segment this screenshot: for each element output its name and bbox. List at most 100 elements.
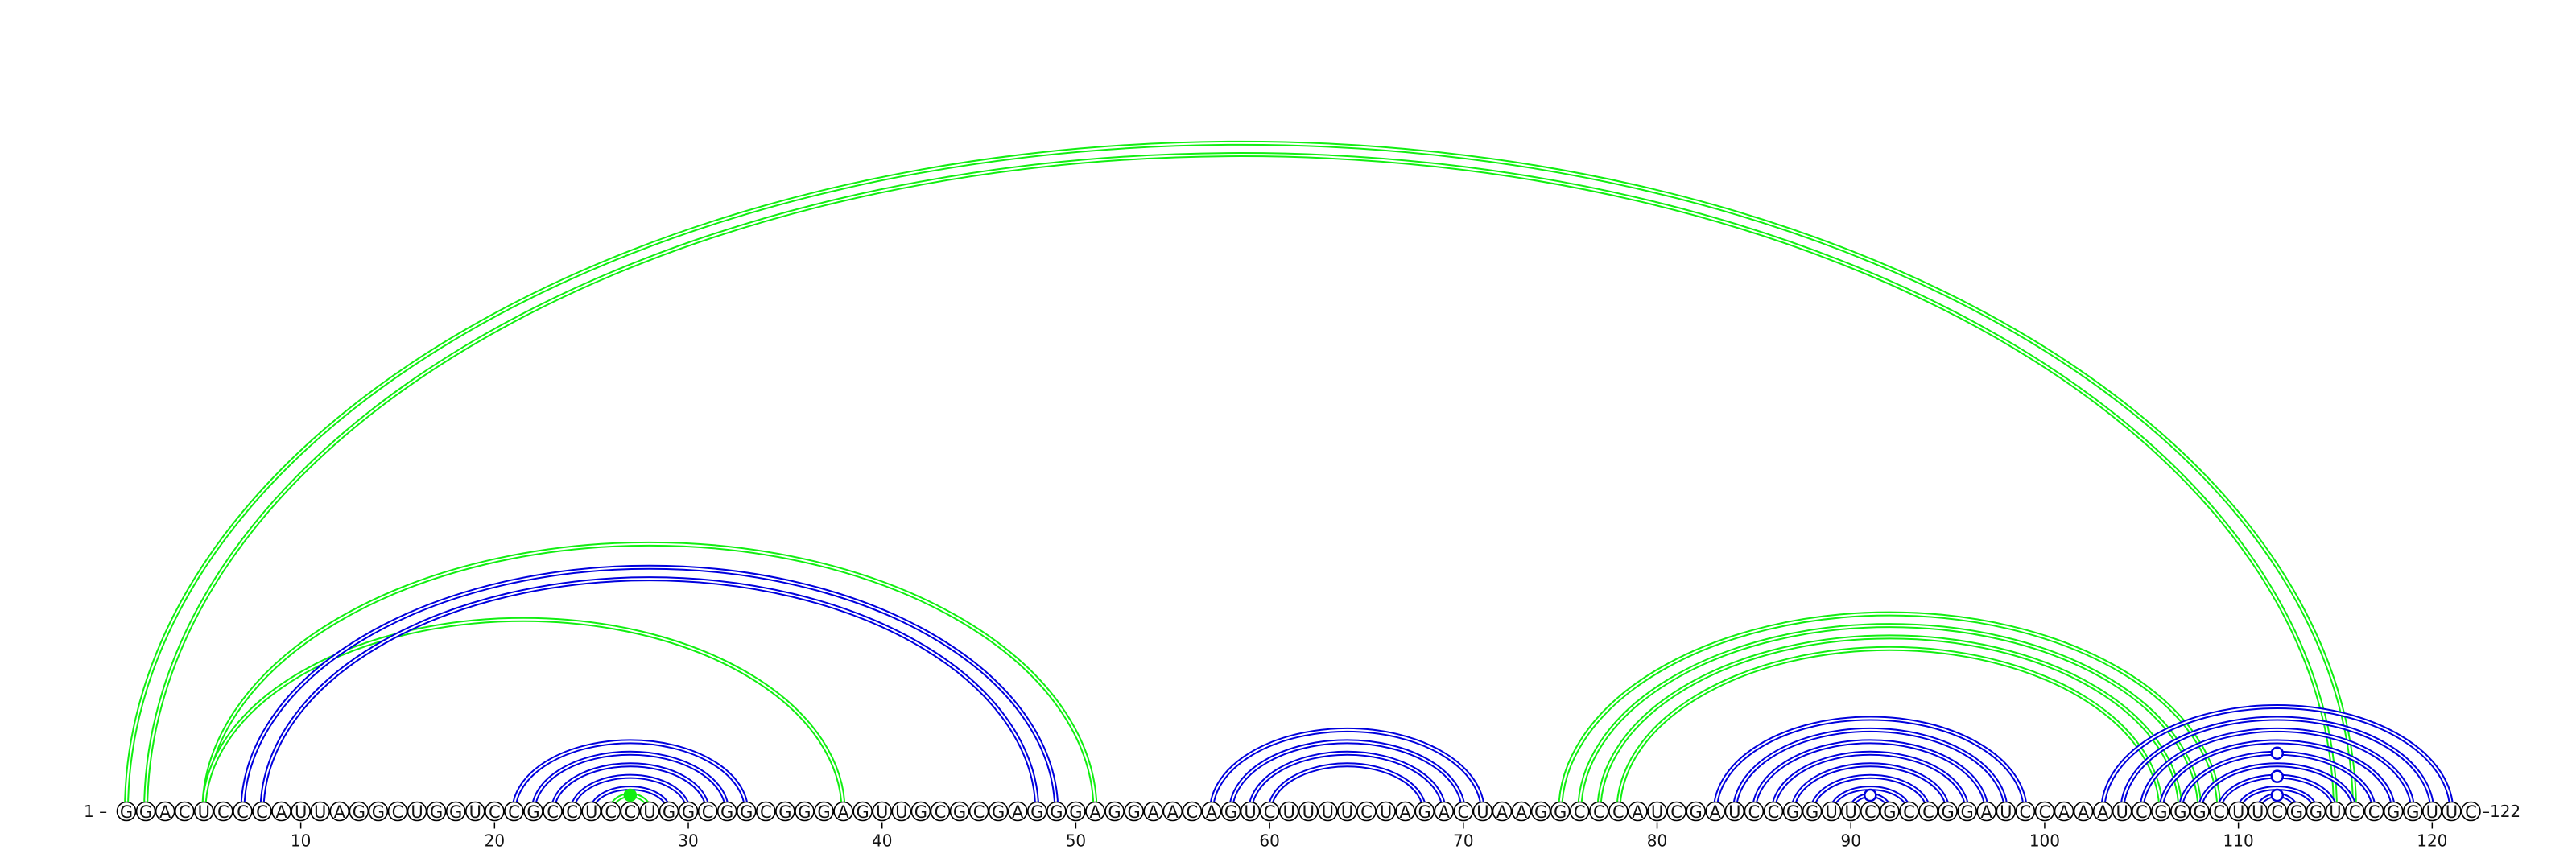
svg-text:C: C: [1864, 802, 1876, 822]
position-tick: 70: [1453, 822, 1474, 851]
nucleotide: C: [1589, 801, 1609, 822]
svg-text:G: G: [1786, 802, 1799, 822]
position-tick: 100: [2029, 822, 2060, 851]
nucleotide: G: [2190, 801, 2210, 822]
svg-text:U: U: [411, 802, 423, 822]
nucleotide: C: [2034, 801, 2055, 822]
nucleotide: U: [2422, 801, 2442, 822]
svg-text:C: C: [2465, 802, 2477, 822]
svg-text:G: G: [778, 802, 791, 822]
svg-text:G: G: [1224, 802, 1237, 822]
svg-text:U: U: [198, 802, 210, 822]
svg-text:G: G: [139, 802, 152, 822]
nucleotide: G: [1957, 801, 1977, 822]
svg-text:C: C: [1670, 802, 1682, 822]
svg-text:U: U: [1728, 802, 1740, 822]
nucleotide: A: [2092, 801, 2113, 822]
nucleotide: A: [1434, 801, 1455, 822]
nucleotide: G: [1220, 801, 1241, 822]
svg-text:G: G: [2193, 802, 2206, 822]
svg-text:C: C: [1187, 802, 1199, 822]
nucleotide: G: [775, 801, 795, 822]
svg-text:C: C: [973, 802, 985, 822]
nucleotide: G: [2383, 801, 2404, 822]
svg-text:C: C: [1612, 802, 1624, 822]
base-pair-arc: [550, 762, 711, 812]
svg-text:110: 110: [2223, 831, 2254, 851]
nucleotide: G: [1104, 801, 1125, 822]
nucleotide: C: [2267, 801, 2288, 822]
nucleotide: U: [872, 801, 893, 822]
nucleotide: C: [1569, 801, 1590, 822]
nucleotide: G: [1046, 801, 1067, 822]
svg-text:U: U: [2426, 802, 2438, 822]
svg-text:A: A: [1981, 802, 1993, 822]
svg-text:U: U: [1476, 802, 1488, 822]
position-tick: 60: [1259, 822, 1280, 851]
nucleotide: U: [310, 801, 331, 822]
nucleotide: G: [445, 801, 466, 822]
svg-text:A: A: [837, 802, 849, 822]
position-tick: 120: [2417, 822, 2447, 851]
svg-text:C: C: [2368, 802, 2380, 822]
base-pair-arc: [1248, 750, 1447, 812]
svg-text:U: U: [585, 802, 597, 822]
svg-text:G: G: [720, 802, 733, 822]
base-pair-arc: [588, 786, 671, 812]
base-pair-arc: [511, 739, 749, 812]
nucleotide: C: [697, 801, 718, 822]
nucleotide: A: [1007, 801, 1028, 822]
svg-text:A: A: [1148, 802, 1160, 822]
svg-text:A: A: [1399, 802, 1411, 822]
svg-text:G: G: [1961, 802, 1974, 822]
nucleotide: A: [1162, 801, 1183, 822]
nucleotide: C: [2209, 801, 2229, 822]
arc-markers: [623, 746, 2285, 802]
base-pair-arc: [1577, 622, 2202, 812]
svg-text:G: G: [857, 802, 869, 822]
nucleotide: G: [1880, 801, 1900, 822]
nucleotide: G: [852, 801, 873, 822]
svg-text:C: C: [489, 802, 501, 822]
svg-text:C: C: [2039, 802, 2051, 822]
nucleotide: C: [2344, 801, 2365, 822]
nucleotide: U: [891, 801, 912, 822]
svg-text:C: C: [760, 802, 772, 822]
svg-text:10: 10: [291, 831, 311, 851]
arc-apex-marker: [1864, 788, 1877, 802]
svg-text:C: C: [2349, 802, 2361, 822]
nucleotide: U: [2325, 801, 2346, 822]
nucleotide: A: [2073, 801, 2094, 822]
base-pair-arc: [259, 576, 1040, 812]
svg-text:A: A: [1089, 802, 1101, 822]
svg-text:U: U: [2252, 802, 2264, 822]
nucleotide: A: [1976, 801, 1997, 822]
svg-text:G: G: [992, 802, 1005, 822]
base-pair-arc: [1228, 739, 1466, 812]
svg-text:G: G: [1534, 802, 1547, 822]
nucleotide: C: [543, 801, 563, 822]
svg-text:G: G: [1554, 802, 1567, 822]
position-tick: 20: [485, 822, 505, 851]
svg-text:U: U: [1302, 802, 1315, 822]
nucleotide: C: [1259, 801, 1280, 822]
nucleotide: G: [988, 801, 1009, 822]
svg-text:G: G: [1883, 802, 1896, 822]
svg-text:G: G: [2174, 802, 2186, 822]
svg-text:U: U: [1341, 802, 1353, 822]
svg-text:C: C: [2271, 802, 2283, 822]
nucleotide: C: [485, 801, 505, 822]
nucleotide: A: [329, 801, 350, 822]
nucleotide: C: [930, 801, 951, 822]
svg-text:G: G: [526, 802, 539, 822]
svg-text:G: G: [798, 802, 811, 822]
svg-text:G: G: [2310, 802, 2322, 822]
nucleotide: G: [1802, 801, 1823, 822]
nucleotide: G: [1686, 801, 1706, 822]
svg-text:U: U: [1322, 802, 1334, 822]
svg-text:A: A: [1710, 802, 1722, 822]
nucleotide: G: [2306, 801, 2326, 822]
svg-text:C: C: [1457, 802, 1469, 822]
nucleotide: A: [1085, 801, 1105, 822]
